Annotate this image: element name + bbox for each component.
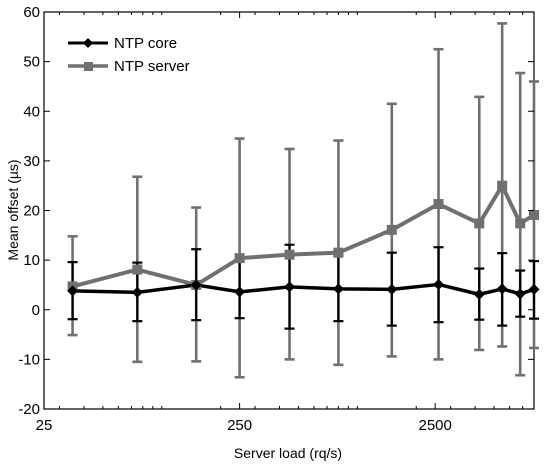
point-ntp-server-7: [433, 199, 444, 210]
legend-marker-ntp-server: [84, 62, 93, 71]
point-ntp-core-4: [284, 281, 296, 293]
point-ntp-server-6: [386, 224, 397, 235]
point-ntp-core-0: [67, 285, 79, 297]
y-tick-label-6: 40: [23, 103, 40, 120]
point-ntp-server-4: [284, 249, 295, 260]
legend-label-ntp-server: NTP server: [114, 58, 190, 75]
x-tick-label-1: 250: [227, 417, 252, 434]
point-ntp-server-1: [132, 264, 143, 275]
point-ntp-core-3: [234, 286, 246, 298]
x-tick-label-2: 2500: [419, 417, 452, 434]
point-ntp-server-9: [497, 180, 508, 191]
y-tick-label-0: -20: [18, 401, 40, 418]
point-ntp-core-6: [386, 283, 398, 295]
y-tick-label-4: 20: [23, 203, 40, 220]
y-axis-label: Mean offset (µs): [5, 159, 21, 260]
legend-label-ntp-core: NTP core: [114, 35, 177, 52]
point-ntp-core-1: [131, 286, 143, 298]
series-markers: [67, 180, 540, 300]
point-ntp-core-8: [473, 288, 485, 300]
axis-tick-labels: -20 -10 0 10 20 30 40 50 60 25 250 2500: [18, 4, 452, 434]
x-tick-label-0: 25: [36, 417, 53, 434]
axis-ticks: [43, 11, 534, 410]
y-tick-label-7: 50: [23, 54, 40, 71]
y-tick-label-1: -10: [18, 351, 40, 368]
point-ntp-server-5: [333, 247, 344, 258]
y-tick-label-3: 10: [23, 252, 40, 269]
legend-marker-ntp-core: [83, 38, 93, 48]
point-ntp-server-3: [234, 253, 245, 264]
point-ntp-server-11: [529, 209, 539, 220]
legend-entry-ntp-server: NTP server: [68, 58, 190, 75]
legend: NTP core NTP server: [68, 35, 190, 75]
point-ntp-core-7: [433, 278, 445, 290]
y-tick-label-2: 0: [32, 302, 40, 319]
series-line-ntp-server: [72, 183, 536, 289]
point-ntp-core-11: [528, 283, 540, 295]
point-ntp-core-9: [496, 283, 508, 295]
point-ntp-core-10: [514, 288, 526, 300]
x-axis-label: Server load (rq/s): [234, 445, 342, 461]
y-tick-label-8: 60: [23, 4, 40, 21]
y-tick-label-5: 30: [23, 153, 40, 170]
point-ntp-core-2: [190, 279, 202, 291]
point-ntp-core-5: [332, 283, 344, 295]
point-ntp-server-8: [474, 218, 485, 229]
point-ntp-server-10: [515, 218, 526, 229]
legend-entry-ntp-core: NTP core: [68, 35, 177, 52]
